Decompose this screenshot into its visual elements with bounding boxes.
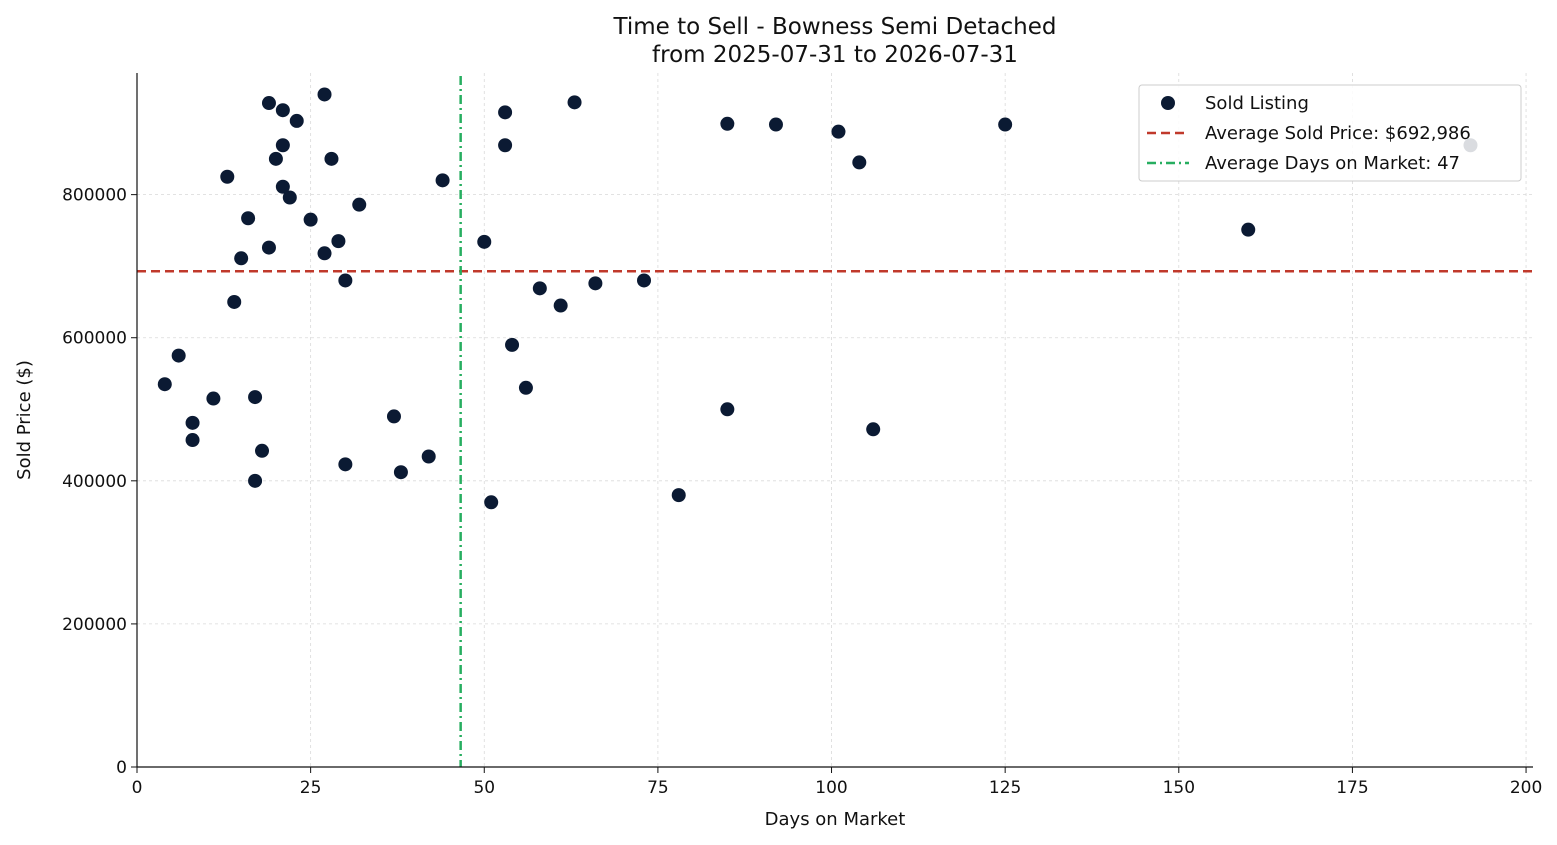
data-point <box>171 348 186 363</box>
legend-marker-sold-listing <box>1161 96 1175 110</box>
data-point <box>498 138 513 153</box>
data-point <box>671 488 686 503</box>
x-tick-label: 150 <box>1163 778 1195 798</box>
data-point <box>1241 222 1256 237</box>
data-point <box>588 276 603 291</box>
data-point <box>275 179 290 194</box>
y-axis-label: Sold Price ($) <box>14 360 35 480</box>
data-point <box>532 281 547 296</box>
chart-title: Time to Sell - Bowness Semi Detached <box>613 14 1057 40</box>
tick-labels: 0 25 50 75 100 125 150 175 200 0 200000 400000 60000… <box>62 186 1542 798</box>
data-point <box>484 495 499 510</box>
data-point <box>352 197 367 212</box>
legend-label-average-days-on-market: Average Days on Market: 47 <box>1205 153 1460 174</box>
reference-lines <box>137 76 1533 767</box>
data-point <box>157 377 172 392</box>
data-point <box>206 391 221 406</box>
data-point <box>248 390 263 405</box>
data-point <box>338 273 353 288</box>
data-point <box>477 234 492 249</box>
data-point <box>498 105 513 120</box>
axes <box>136 73 1533 768</box>
x-tick-label: 50 <box>473 778 495 798</box>
data-point <box>852 155 867 170</box>
data-point <box>185 433 200 448</box>
x-tick-label: 125 <box>989 778 1021 798</box>
data-point <box>275 138 290 153</box>
x-tick-label: 25 <box>300 778 322 798</box>
data-point <box>227 294 242 309</box>
data-point <box>421 449 436 464</box>
y-tick-label: 0 <box>116 758 127 778</box>
data-point <box>220 169 235 184</box>
data-point <box>505 337 520 352</box>
data-point <box>553 298 568 313</box>
y-tick-label: 600000 <box>62 329 127 349</box>
x-axis-label: Days on Market <box>765 809 906 830</box>
data-point <box>289 113 304 128</box>
legend-label-sold-listing: Sold Listing <box>1205 93 1309 114</box>
data-point <box>518 380 533 395</box>
data-point <box>768 117 783 132</box>
data-point <box>720 402 735 417</box>
data-point <box>393 465 408 480</box>
x-tick-label: 175 <box>1336 778 1368 798</box>
legend-label-average-sold-price: Average Sold Price: $692,986 <box>1205 123 1471 144</box>
data-point <box>261 240 276 255</box>
data-point <box>637 273 652 288</box>
chart-subtitle: from 2025-07-31 to 2026-07-31 <box>652 42 1018 68</box>
data-point <box>324 151 339 166</box>
y-tick-label: 200000 <box>62 615 127 635</box>
data-point <box>317 87 332 102</box>
y-tick-label: 400000 <box>62 472 127 492</box>
x-tick-label: 200 <box>1510 778 1542 798</box>
data-point <box>255 443 270 458</box>
data-point <box>241 211 256 226</box>
data-point <box>831 124 846 139</box>
data-point <box>331 234 346 249</box>
data-point <box>275 103 290 118</box>
data-point <box>567 95 582 110</box>
data-point <box>268 151 283 166</box>
data-point <box>248 473 263 488</box>
x-tick-label: 100 <box>815 778 847 798</box>
x-tick-label: 75 <box>647 778 669 798</box>
data-point <box>282 190 297 205</box>
scatter-points <box>157 87 1478 510</box>
data-point <box>866 422 881 437</box>
legend-box <box>1138 84 1522 182</box>
data-point <box>185 415 200 430</box>
data-point <box>317 246 332 261</box>
x-tick-label: 0 <box>132 778 143 798</box>
data-point <box>720 116 735 131</box>
data-point <box>338 457 353 472</box>
data-point <box>435 173 450 188</box>
data-point <box>386 409 401 424</box>
data-point <box>998 117 1013 132</box>
data-point <box>303 212 318 227</box>
legend: Sold Listing Average Sold Price: $692,98… <box>1138 84 1522 182</box>
y-tick-label: 800000 <box>62 186 127 206</box>
data-point <box>261 96 276 111</box>
data-point <box>234 251 249 266</box>
